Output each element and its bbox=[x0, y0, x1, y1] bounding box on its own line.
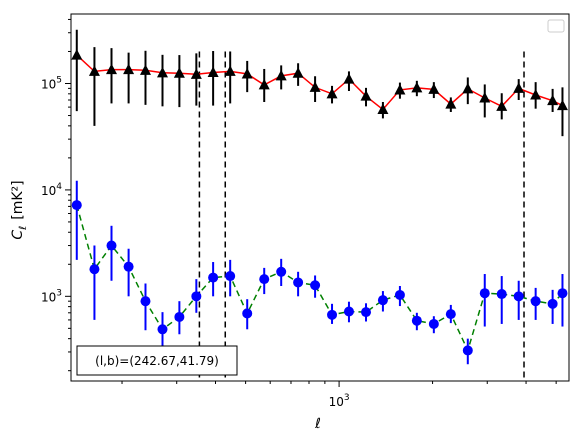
series-0-point-28 bbox=[547, 94, 559, 106]
series-0-point-7 bbox=[190, 68, 202, 79]
series-1-point-23 bbox=[462, 345, 473, 356]
series-1-point-3 bbox=[123, 261, 134, 272]
series-0-point-20 bbox=[411, 81, 423, 93]
axes-frame bbox=[70, 13, 570, 382]
series-0-point-3 bbox=[123, 63, 135, 75]
series-0-point-22 bbox=[445, 98, 457, 109]
series-1-point-13 bbox=[293, 277, 304, 288]
series-1-point-24 bbox=[479, 288, 490, 299]
series-1-point-26 bbox=[513, 291, 524, 302]
series-0-point-12 bbox=[275, 69, 287, 81]
series-0-point-4 bbox=[139, 64, 151, 75]
series-0-point-13 bbox=[292, 67, 304, 78]
series-0-point-16 bbox=[343, 73, 355, 84]
series-0-point-15 bbox=[326, 87, 338, 99]
series-1-point-2 bbox=[106, 240, 117, 251]
series-0-point-18 bbox=[377, 103, 389, 114]
series-0-point-11 bbox=[258, 78, 270, 90]
series-0-point-6 bbox=[173, 67, 185, 78]
series-0-point-21 bbox=[428, 83, 440, 94]
series-1-point-12 bbox=[276, 266, 287, 277]
series-1-line bbox=[76, 204, 564, 353]
series-1-point-28 bbox=[547, 298, 558, 309]
x-axis-label: ℓ bbox=[314, 416, 321, 432]
x-tick-label-0: 103 bbox=[329, 393, 350, 409]
series-1-point-6 bbox=[174, 311, 185, 322]
y-axis-label: Cℓ [mK²] bbox=[10, 180, 29, 239]
series-0-point-1 bbox=[88, 65, 100, 76]
series-1-point-4 bbox=[140, 296, 151, 307]
series-0-point-0 bbox=[71, 49, 83, 60]
y-tick-label-0: 103 bbox=[41, 288, 62, 304]
series-0-point-29 bbox=[556, 99, 568, 111]
y-axis-label-main: C bbox=[10, 230, 26, 240]
series-1-point-21 bbox=[428, 318, 439, 329]
series-1-point-25 bbox=[496, 289, 507, 300]
series-0-point-8 bbox=[207, 66, 219, 77]
y-tick-label-2: 105 bbox=[41, 76, 62, 92]
plot-area bbox=[71, 29, 568, 381]
series-1-point-1 bbox=[89, 264, 100, 275]
series-1-point-8 bbox=[208, 272, 219, 283]
annotation-text: (l,b)=(242.67,41.79) bbox=[95, 354, 219, 368]
series-1-point-29 bbox=[557, 288, 568, 299]
series-1-point-11 bbox=[259, 274, 270, 285]
legend-box bbox=[547, 19, 565, 33]
series-1-point-0 bbox=[71, 200, 82, 211]
y-axis-label-units: [mK²] bbox=[10, 180, 26, 219]
series-1-point-15 bbox=[327, 309, 338, 320]
series-1-point-19 bbox=[394, 289, 405, 300]
series-0-point-25 bbox=[496, 100, 508, 111]
series-1-point-18 bbox=[377, 295, 388, 306]
annotation-box: (l,b)=(242.67,41.79) bbox=[76, 345, 238, 376]
svg-text:Cℓ[mK²]: Cℓ [mK²] bbox=[10, 180, 29, 239]
y-axis-label-sub: ℓ bbox=[18, 226, 29, 230]
series-0-point-17 bbox=[360, 90, 372, 101]
series-0-point-14 bbox=[309, 81, 321, 92]
series-1-point-9 bbox=[225, 271, 236, 282]
axes: 103 104 105 103 bbox=[41, 13, 570, 409]
series-1-point-27 bbox=[530, 296, 541, 307]
series-1-point-20 bbox=[411, 315, 422, 326]
series-1-point-17 bbox=[361, 307, 372, 318]
series-0-point-24 bbox=[479, 92, 491, 103]
series-1-point-22 bbox=[445, 309, 456, 320]
series-0-point-9 bbox=[224, 65, 236, 76]
series-0-point-26 bbox=[513, 82, 525, 93]
series-1-point-16 bbox=[343, 306, 354, 317]
series-1-point-14 bbox=[310, 280, 321, 291]
series-1-point-7 bbox=[191, 291, 202, 302]
series-0-point-19 bbox=[394, 83, 406, 95]
series-0-point-23 bbox=[462, 82, 474, 94]
series-0-line bbox=[76, 54, 563, 111]
series-0-point-5 bbox=[156, 66, 168, 78]
series-0-point-2 bbox=[106, 63, 118, 75]
series-0-point-27 bbox=[530, 88, 542, 100]
series-1-point-10 bbox=[242, 308, 253, 319]
y-tick-label-1: 104 bbox=[41, 182, 62, 198]
series-1-point-5 bbox=[157, 324, 168, 335]
series-0-point-10 bbox=[241, 67, 253, 79]
